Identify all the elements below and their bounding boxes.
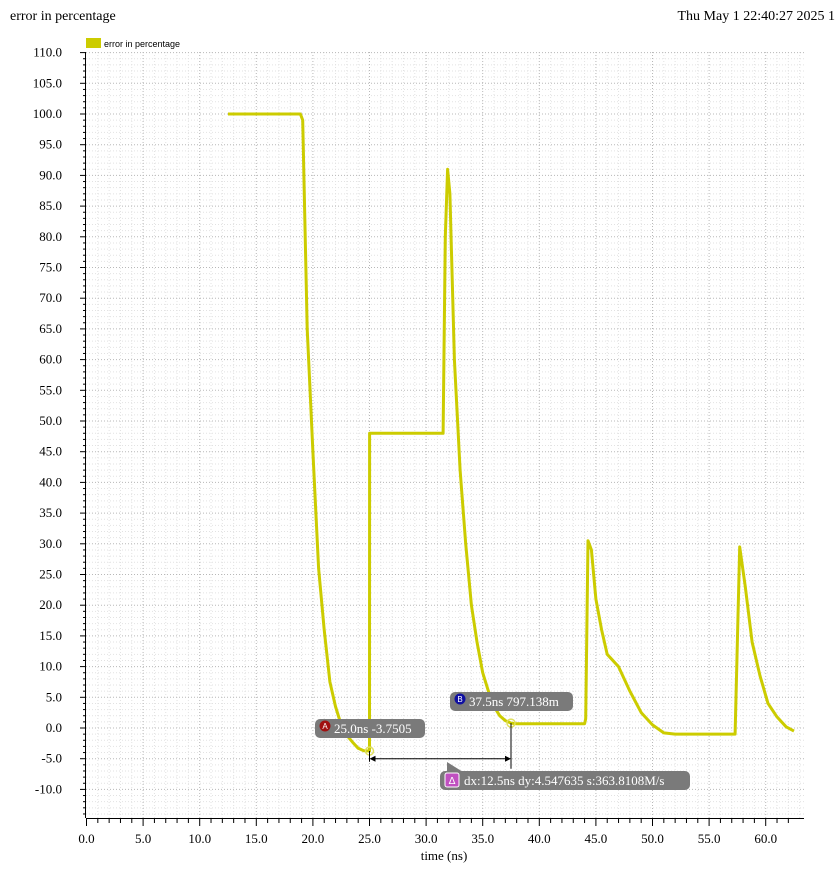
marker-a-label-bg [315, 719, 425, 738]
legend-swatch [86, 38, 101, 48]
x-tick-labels: 0.0 5.0 10.0 15.0 20.0 25.0 30.0 35.0 40.0 45.0 50… [78, 831, 777, 846]
y-tick-label: 90.0 [39, 167, 62, 182]
y-tick-label: 65.0 [39, 321, 62, 336]
x-tick-label: 55.0 [698, 831, 721, 846]
major-grid [86, 52, 804, 818]
x-tick-label: 60.0 [754, 831, 777, 846]
marker-b-badge-letter: B [457, 695, 462, 704]
x-tick-label: 10.0 [188, 831, 211, 846]
y-tick-label: 0.0 [46, 720, 62, 735]
y-tick-label: 105.0 [33, 75, 62, 90]
axes [80, 52, 804, 826]
delta-arrow-left [369, 755, 376, 762]
y-tick-label: 45.0 [39, 444, 62, 459]
y-tick-label: 75.0 [39, 260, 62, 275]
delta-badge [444, 772, 460, 788]
x-tick-label: 25.0 [358, 831, 381, 846]
marker-b-label: 37.5ns 797.138m [469, 694, 559, 709]
x-tick-label: 30.0 [415, 831, 438, 846]
delta-label: dx:12.5ns dy:4.547635 s:363.8108M/s [464, 773, 664, 788]
marker-a-label: 25.0ns -3.7505 [334, 721, 412, 736]
x-tick-label: 45.0 [585, 831, 608, 846]
delta-readout[interactable]: Δ dx:12.5ns dy:4.547635 s:363.8108M/s [440, 762, 690, 790]
marker-group [364, 718, 516, 769]
y-tick-label: 20.0 [39, 597, 62, 612]
delta-pointer [447, 762, 463, 772]
delta-arrow-right [505, 755, 511, 762]
y-tick-label: 40.0 [39, 474, 62, 489]
marker-b-label-bg [450, 692, 573, 711]
window-title: error in percentage [10, 9, 116, 24]
y-tick-label: 5.0 [46, 689, 62, 704]
y-tick-label: 35.0 [39, 505, 62, 520]
marker-a-badge-letter: A [322, 722, 328, 731]
legend-label[interactable]: error in percentage [104, 39, 180, 49]
y-tick-label: 85.0 [39, 198, 62, 213]
x-tick-label: 5.0 [135, 831, 151, 846]
x-tick-label: 0.0 [78, 831, 94, 846]
minor-grid [86, 52, 804, 818]
y-tick-label: 30.0 [39, 536, 62, 551]
y-tick-label: -5.0 [41, 751, 62, 766]
y-tick-label: 15.0 [39, 628, 62, 643]
x-tick-label: 15.0 [245, 831, 268, 846]
x-tick-label: 20.0 [302, 831, 325, 846]
marker-a-badge [319, 720, 331, 732]
x-tick-label: 35.0 [471, 831, 494, 846]
y-tick-label: 60.0 [39, 352, 62, 367]
y-tick-label: 70.0 [39, 290, 62, 305]
y-tick-label: 80.0 [39, 229, 62, 244]
x-axis-title: time (ns) [421, 848, 468, 863]
y-tick-label: 100.0 [33, 106, 62, 121]
marker-a-readout[interactable]: A 25.0ns -3.7505 [315, 719, 425, 738]
y-tick-labels: 110.0 105.0 100.0 95.0 90.0 85.0 80.0 75.0 70.0 6… [33, 45, 62, 797]
x-tick-label: 50.0 [641, 831, 664, 846]
x-tick-label: 40.0 [528, 831, 551, 846]
y-tick-label: 55.0 [39, 382, 62, 397]
y-tick-label: 10.0 [39, 659, 62, 674]
delta-badge-symbol: Δ [449, 776, 456, 787]
y-tick-label: -10.0 [35, 781, 62, 796]
timestamp: Thu May 1 22:40:27 2025 1 [677, 9, 835, 24]
marker-b-readout[interactable]: B 37.5ns 797.138m [450, 692, 573, 711]
y-tick-label: 50.0 [39, 413, 62, 428]
delta-label-bg [440, 771, 690, 790]
y-tick-label: 95.0 [39, 137, 62, 152]
y-tick-label: 25.0 [39, 567, 62, 582]
y-tick-label: 110.0 [33, 45, 62, 60]
marker-b-badge [454, 693, 466, 705]
